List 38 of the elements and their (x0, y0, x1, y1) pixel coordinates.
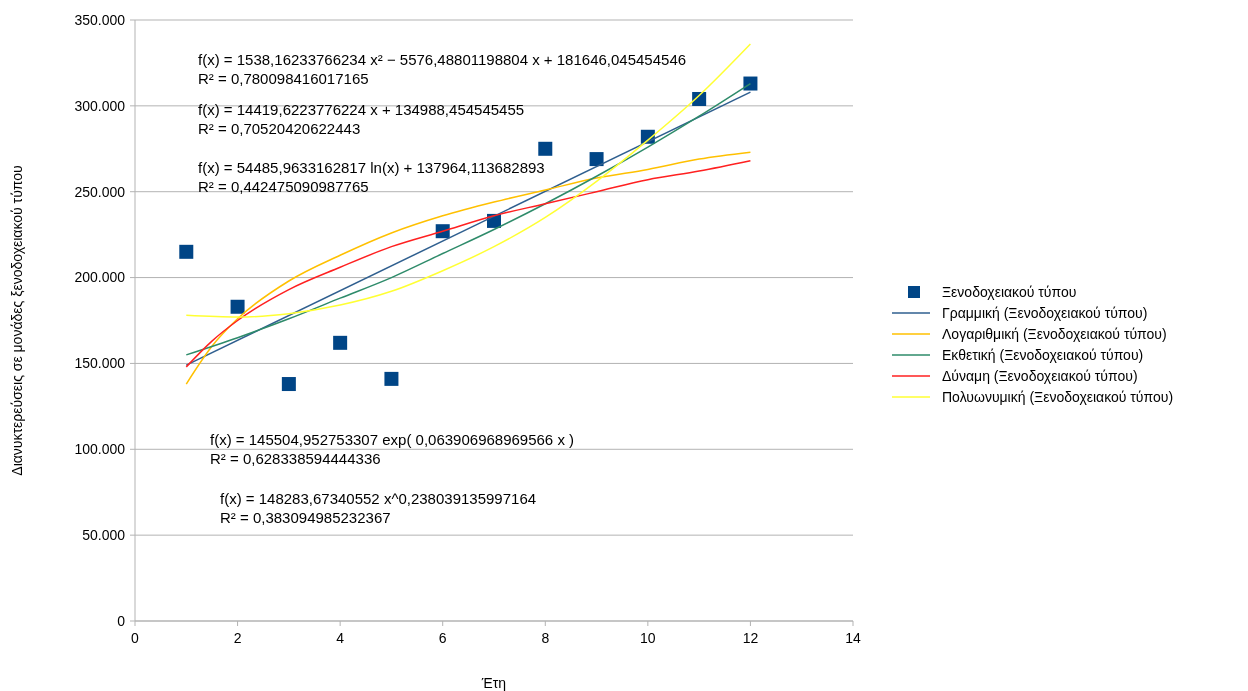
x-tick-label: 2 (233, 630, 242, 646)
legend-label: Γραμμική (Ξενοδοχειακού τύπου) (942, 304, 1148, 321)
x-tick-label: 12 (742, 630, 759, 646)
annotation: f(x) = 1538,16233766234 x² − 5576,48801198804 x + 181646,045454546 R² = 0,780098416017165 (198, 51, 687, 87)
x-axis-title: Έτη (480, 675, 507, 691)
x-tick-label: 6 (438, 630, 447, 646)
y-axis-title: Διανυκτερεύσεις σε μονάδες ξενοδοχειακού τύπου (9, 165, 25, 476)
annotation: f(x) = 145504,952753307 exp( 0,063906968969566 x ) R² = 0,628338594444336 (210, 431, 575, 467)
y-tick-label: 50.000 (82, 527, 126, 544)
annotation: f(x) = 148283,67340552 x^0,238039135997164 R² = 0,383094985232367 (220, 490, 537, 526)
y-tick-label: 250.000 (74, 183, 126, 200)
line-series (185, 43, 752, 318)
point (333, 335, 348, 350)
legend-label: Λογαριθμική (Ξενοδοχειακού τύπου) (942, 325, 1167, 342)
annotation: f(x) = 14419,6223776224 x + 134988,454545455 R² = 0,70520420622443 (198, 101, 525, 137)
x-tick-label: 8 (541, 630, 550, 646)
point (179, 244, 194, 259)
y-tick-label: 150.000 (74, 355, 126, 372)
legend-label: Εκθετική (Ξενοδοχειακού τύπου) (942, 346, 1144, 363)
legend-label: Ξενοδοχειακού τύπου (942, 283, 1077, 300)
point (230, 299, 245, 314)
point (589, 152, 604, 167)
y-tick-label: 0 (117, 612, 126, 629)
point (743, 76, 758, 91)
legend-label: Πολυωνυμική (Ξενοδοχειακού τύπου) (942, 388, 1174, 405)
y-tick-label: 200.000 (74, 269, 126, 286)
y-tick-label: 300.000 (74, 97, 126, 114)
x-tick-label: 4 (336, 630, 345, 646)
point (538, 141, 553, 156)
y-tick-label: 100.000 (74, 441, 126, 458)
annotation: f(x) = 54485,9633162817 ln(x) + 137964,113682893 R² = 0,442475090987765 (198, 159, 545, 195)
legend-label: Δύναμη (Ξενοδοχειακού τύπου) (942, 367, 1138, 384)
x-tick-label: 14 (845, 630, 861, 646)
point (281, 377, 296, 392)
x-tick-label: 10 (640, 630, 656, 646)
y-tick-label: 350.000 (74, 11, 126, 28)
point (384, 371, 399, 386)
x-tick-label: 0 (131, 630, 140, 646)
